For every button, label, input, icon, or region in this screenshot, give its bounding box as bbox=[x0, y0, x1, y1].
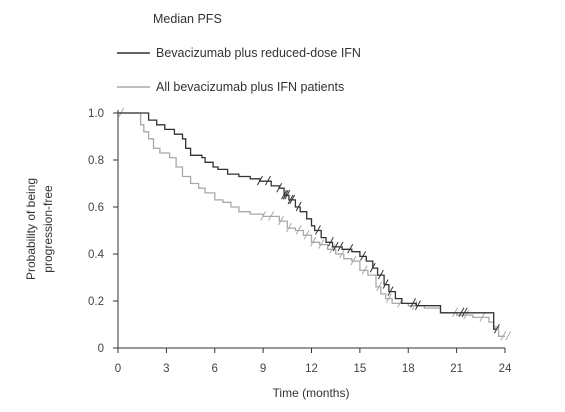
censor-mark-reduced-dose bbox=[281, 190, 288, 200]
censor-mark-all-patients bbox=[500, 331, 507, 341]
censor-mark-reduced-dose bbox=[382, 279, 389, 289]
censor-mark-reduced-dose bbox=[347, 244, 354, 254]
censor-mark-all-patients bbox=[463, 309, 470, 320]
censor-mark-all-patients bbox=[303, 229, 310, 240]
censor-mark-reduced-dose bbox=[276, 182, 283, 193]
censor-mark-reduced-dose bbox=[360, 251, 367, 261]
y-tick-label: 1.0 bbox=[88, 108, 104, 120]
x-tick-label: 18 bbox=[402, 363, 415, 375]
legend-title: Median PFS bbox=[153, 12, 222, 26]
censor-mark-reduced-dose bbox=[337, 241, 344, 252]
censor-mark-all-patients bbox=[268, 211, 275, 221]
censor-mark-all-patients bbox=[479, 312, 486, 322]
x-tick-label: 21 bbox=[450, 363, 463, 375]
censor-mark-all-patients bbox=[350, 255, 357, 266]
y-tick-label: 0.8 bbox=[88, 155, 104, 167]
censor-mark-reduced-dose bbox=[282, 190, 289, 200]
censor-mark-all-patients bbox=[505, 331, 512, 341]
censor-mark-reduced-dose bbox=[332, 241, 339, 252]
censor-mark-reduced-dose bbox=[461, 307, 468, 317]
censor-mark-reduced-dose bbox=[256, 175, 263, 186]
x-tick-label: 15 bbox=[353, 363, 366, 375]
x-tick-label: 12 bbox=[305, 363, 318, 375]
censor-mark-reduced-dose bbox=[458, 307, 465, 317]
censor-mark-all-patients bbox=[376, 281, 383, 292]
y-tick-label: 0.2 bbox=[88, 296, 104, 308]
y-axis-title-line-2: progression-free bbox=[41, 185, 55, 273]
legend-label-all-patients: All bevacizumab plus IFN patients bbox=[156, 80, 344, 94]
y-axis-title-line-1: Probability of being bbox=[24, 178, 38, 280]
y-tick-label: 0.4 bbox=[88, 249, 105, 261]
censor-mark-reduced-dose bbox=[387, 286, 394, 296]
censor-mark-all-patients bbox=[295, 225, 302, 235]
censor-mark-all-patients bbox=[310, 237, 317, 247]
censor-mark-all-patients bbox=[285, 222, 292, 233]
censor-mark-reduced-dose bbox=[287, 194, 294, 205]
censor-mark-all-patients bbox=[329, 244, 336, 254]
x-axis-title: Time (months) bbox=[273, 386, 350, 400]
y-tick-label: 0 bbox=[98, 343, 104, 355]
censor-mark-reduced-dose bbox=[295, 201, 302, 212]
censor-mark-reduced-dose bbox=[289, 194, 296, 205]
censor-mark-all-patients bbox=[385, 293, 392, 303]
censor-mark-all-patients bbox=[411, 300, 418, 310]
x-tick-label: 24 bbox=[499, 363, 512, 375]
censor-mark-reduced-dose bbox=[414, 300, 421, 310]
km-curve-reduced-dose bbox=[118, 112, 497, 330]
x-tick-label: 6 bbox=[212, 363, 218, 375]
censor-mark-reduced-dose bbox=[265, 175, 271, 186]
censor-mark-reduced-dose bbox=[284, 190, 291, 200]
censor-mark-all-patients bbox=[260, 211, 267, 221]
x-axis-ticks: 0 3 6 9 12 15 18 21 24 bbox=[115, 348, 512, 375]
series-layer bbox=[118, 107, 512, 341]
x-tick-label: 9 bbox=[260, 363, 266, 375]
censor-mark-all-patients bbox=[318, 239, 325, 249]
legend-label-reduced-dose: Bevacizumab plus reduced-dose IFN bbox=[156, 46, 361, 60]
censor-mark-reduced-dose bbox=[369, 262, 376, 273]
y-tick-label: 0.6 bbox=[88, 202, 104, 214]
censor-mark-reduced-dose bbox=[410, 298, 417, 308]
censor-mark-reduced-dose bbox=[327, 237, 334, 247]
x-tick-label: 0 bbox=[115, 363, 121, 375]
censor-mark-reduced-dose bbox=[494, 323, 500, 334]
censor-mark-reduced-dose bbox=[377, 269, 384, 280]
censor-mark-reduced-dose bbox=[315, 225, 321, 235]
censor-mark-all-patients bbox=[277, 215, 284, 226]
y-axis-ticks: 0 0.2 0.4 0.6 0.8 1.0 bbox=[88, 108, 118, 355]
censor-mark-all-patients bbox=[339, 248, 346, 259]
censor-mark-all-patients bbox=[361, 265, 368, 275]
x-tick-label: 3 bbox=[163, 363, 169, 375]
